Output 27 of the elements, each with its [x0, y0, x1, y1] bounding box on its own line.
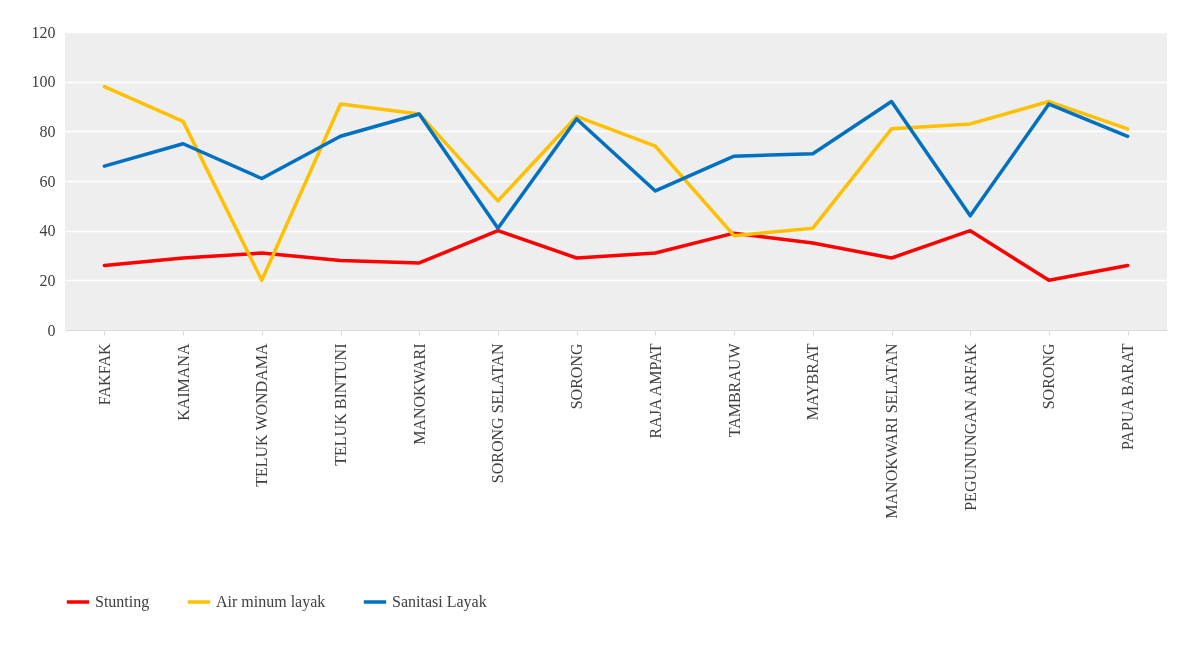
- x-tick-label: TAMBRAUW: [725, 342, 743, 438]
- x-tick-label: KAIMANA: [174, 343, 192, 421]
- x-tick-label: SORONG: [568, 343, 586, 410]
- x-tick-label: TELUK BINTUNI: [332, 343, 349, 466]
- legend-label: Air minum layak: [216, 593, 326, 611]
- y-tick-label: 0: [47, 321, 56, 339]
- line-series: [102, 84, 1130, 283]
- y-tick-label: 100: [31, 73, 56, 91]
- x-tick-label: TELUK WONDAMA: [253, 343, 271, 487]
- x-tick-label: MANOKWARI SELATAN: [883, 343, 900, 519]
- y-tick-label: 60: [39, 172, 56, 190]
- y-tick-label: 40: [39, 222, 56, 240]
- x-tick-label: PAPUA BARAT: [1119, 343, 1137, 451]
- x-tick-label: MANOKWARI: [410, 343, 428, 445]
- x-tick-label: FAKFAK: [95, 343, 113, 406]
- line-series: [102, 228, 1130, 283]
- x-tick-label: MAYBRAT: [804, 343, 822, 421]
- x-tick-label: SORONG SELATAN: [489, 343, 507, 484]
- y-tick-label: 20: [39, 271, 56, 289]
- line-series: [102, 99, 1130, 230]
- legend-label: Stunting: [95, 593, 150, 611]
- x-tick-label: SORONG: [1040, 343, 1058, 410]
- y-tick-label: 80: [39, 122, 56, 140]
- x-tick-label: PEGUNUNGAN ARFAK: [961, 343, 979, 511]
- legend-label: Sanitasi Layak: [392, 593, 487, 611]
- y-tick-label: 120: [31, 23, 56, 41]
- x-tick-label: RAJA AMPAT: [646, 343, 664, 439]
